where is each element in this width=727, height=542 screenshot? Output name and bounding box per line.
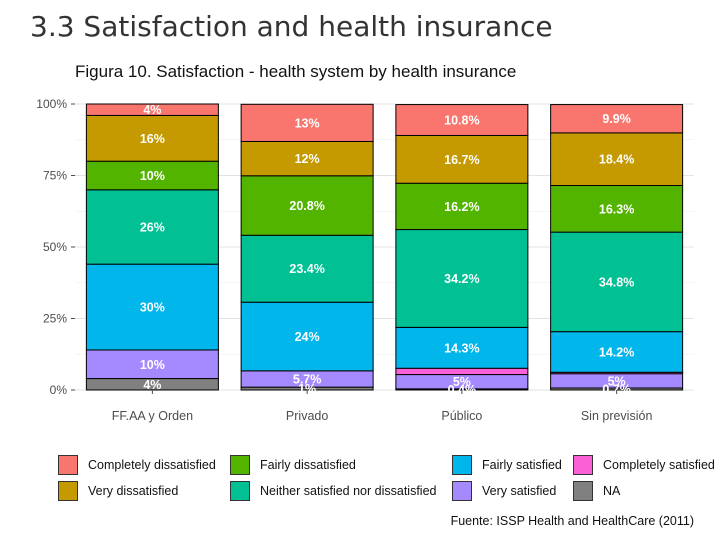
data-label: 18.4% <box>599 153 634 167</box>
data-label: 34.2% <box>444 272 479 286</box>
stacked-bar-chart: 0% 25% 50% 75% 100% 4% 10% 30% 26% 10% 16% 4% 1%5.7… <box>36 97 694 423</box>
bar-segment <box>240 140 374 177</box>
legend-label: Fairly dissatisfied <box>260 458 356 472</box>
legend: Completely dissatisfied Fairly dissatisf… <box>58 455 727 505</box>
data-label: 14.3% <box>444 341 479 355</box>
legend-label: Neither satisfied nor dissatisfied <box>260 484 437 498</box>
y-tick-label: 25% <box>43 312 67 326</box>
data-label: 12% <box>295 152 320 166</box>
data-label: 16% <box>140 132 165 146</box>
bar-segment <box>85 263 219 351</box>
legend-item-completely-dissatisfied: Completely dissatisfied <box>58 455 216 475</box>
legend-swatch <box>452 455 472 475</box>
legend-label: Very satisfied <box>482 484 557 498</box>
bar-segment <box>395 229 529 328</box>
legend-label: Completely satisfied <box>603 458 715 472</box>
data-label: 16.7% <box>444 153 479 167</box>
data-label: 5% <box>453 375 471 389</box>
bar-segment <box>395 367 529 376</box>
x-tick-layer: FF.AA y Orden Privado Público Sin previsión <box>112 390 653 423</box>
page-heading: 3.3 Satisfaction and health insurance <box>30 10 553 43</box>
bar-segment <box>550 231 684 333</box>
data-label: 9.9% <box>602 112 631 126</box>
data-label: 24% <box>295 330 320 344</box>
bar-segment <box>550 185 684 233</box>
data-label: 5.7% <box>293 372 322 386</box>
bar-segment <box>85 114 219 162</box>
y-tick-label: 100% <box>36 97 67 111</box>
data-label: 4% <box>143 378 161 392</box>
legend-label: Very dissatisfied <box>88 484 179 498</box>
bar-segment <box>240 175 374 236</box>
x-tick-label: Público <box>441 409 482 423</box>
x-tick-label: Sin previsión <box>581 409 653 423</box>
legend-item-na: NA <box>573 481 620 501</box>
data-label-layer: 4% 10% 30% 26% 10% 16% 4% 1%5.7% 24% 23.4% 20.8% 12… <box>140 103 634 397</box>
legend-swatch <box>230 455 250 475</box>
bar-segment <box>550 132 684 187</box>
bar-layer <box>85 103 684 391</box>
data-label: 23.4% <box>289 262 324 276</box>
y-tick-label: 75% <box>43 169 67 183</box>
y-tick-layer: 0% 25% 50% 75% 100% <box>36 97 75 397</box>
x-tick-label: FF.AA y Orden <box>112 409 193 423</box>
data-label: 16.3% <box>599 202 634 216</box>
legend-item-completely-satisfied: Completely satisfied <box>573 455 715 475</box>
bar-segment <box>395 182 529 231</box>
data-label: 20.8% <box>289 199 324 213</box>
legend-item-neither: Neither satisfied nor dissatisfied <box>230 481 436 501</box>
y-tick-label: 50% <box>43 240 67 254</box>
legend-label: Completely dissatisfied <box>88 458 216 472</box>
source-note: Fuente: ISSP Health and HealthCare (2011… <box>450 514 694 528</box>
bar-segment <box>550 331 684 373</box>
data-label: 10% <box>140 169 165 183</box>
legend-swatch <box>573 455 593 475</box>
legend-label: Fairly satisfied <box>482 458 562 472</box>
legend-swatch <box>573 481 593 501</box>
legend-item-fairly-satisfied: Fairly satisfied <box>452 455 562 475</box>
data-label: 30% <box>140 301 165 315</box>
x-tick-label: Privado <box>286 409 328 423</box>
bar-segment <box>395 104 529 136</box>
bar-segment <box>550 104 684 134</box>
bar-segment <box>85 160 219 191</box>
y-tick-label: 0% <box>50 383 68 397</box>
data-label: 10.8% <box>444 114 479 128</box>
data-label: 26% <box>140 220 165 234</box>
bar-segment <box>85 103 219 116</box>
legend-swatch <box>230 481 250 501</box>
bar-segment <box>85 189 219 265</box>
figure-title: Figura 10. Satisfaction - health system … <box>75 62 517 81</box>
data-label: 1% <box>298 382 316 396</box>
bar-segment <box>395 134 529 184</box>
data-label: 10% <box>140 358 165 372</box>
data-label: 13% <box>295 116 320 130</box>
legend-item-very-dissatisfied: Very dissatisfied <box>58 481 178 501</box>
legend-swatch <box>58 481 78 501</box>
bar-segment <box>240 103 374 142</box>
legend-label: NA <box>603 484 621 498</box>
data-label: 14.2% <box>599 345 634 359</box>
legend-item-very-satisfied: Very satisfied <box>452 481 556 501</box>
bar-segment <box>240 234 374 303</box>
legend-swatch <box>452 481 472 501</box>
data-label: 4% <box>143 103 161 117</box>
data-label: 0.4% <box>448 383 477 397</box>
data-label: 16.2% <box>444 200 479 214</box>
bar-segment <box>85 349 219 380</box>
legend-item-fairly-dissatisfied: Fairly dissatisfied <box>230 455 356 475</box>
data-label: 0.7% <box>602 382 631 396</box>
data-label: 5% <box>608 374 626 388</box>
data-label: 34.8% <box>599 275 634 289</box>
legend-swatch <box>58 455 78 475</box>
